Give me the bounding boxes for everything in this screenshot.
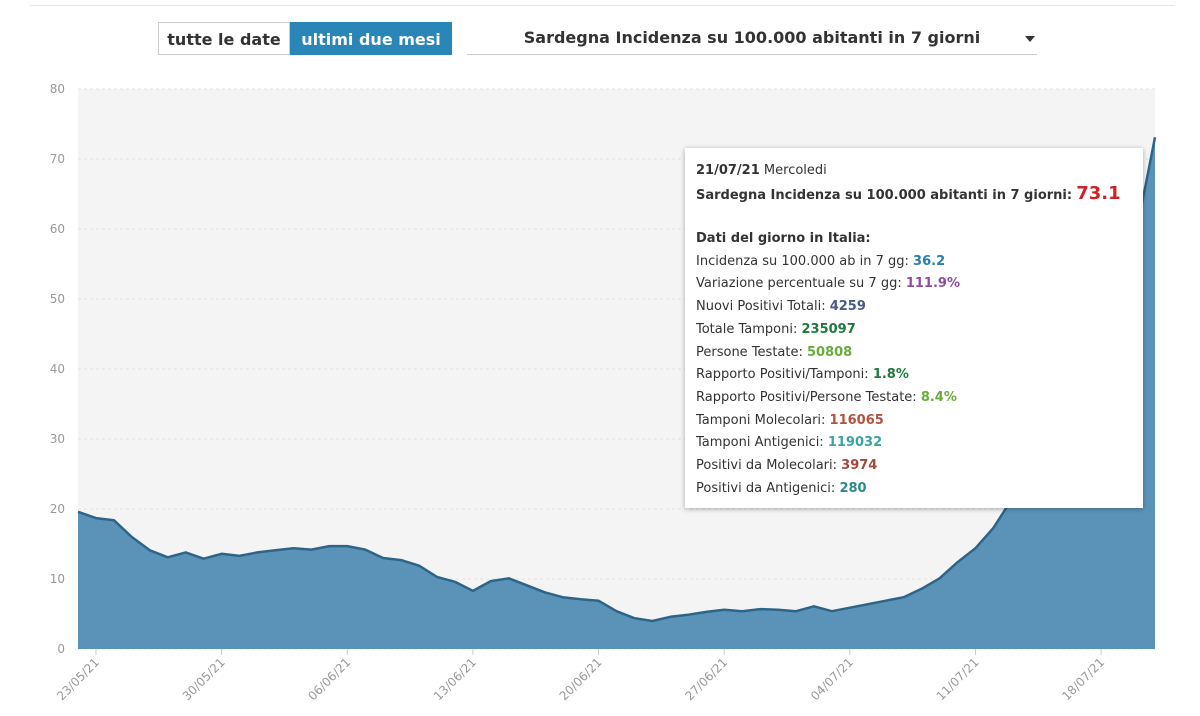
y-tick-label: 50: [50, 292, 65, 306]
x-tick-label: 11/07/21: [934, 655, 982, 703]
row-value: 116065: [829, 412, 884, 428]
x-tick-label: 04/07/21: [808, 655, 856, 703]
x-tick-label: 20/06/21: [557, 655, 605, 703]
select-text: Sardegna Incidenza su 100.000 abitanti i…: [523, 28, 981, 47]
tooltip-value: 73.1: [1076, 182, 1121, 204]
divider: [30, 5, 1175, 6]
y-tick-label: 30: [50, 432, 65, 446]
x-tick-label: 06/06/21: [305, 655, 353, 703]
tooltip-row: Tamponi Molecolari: 116065: [696, 410, 1132, 433]
row-value: 235097: [801, 321, 856, 337]
tooltip: 21/07/21 Mercoledi Sardegna Incidenza su…: [685, 148, 1143, 508]
date-button[interactable]: ultimi due mesi: [290, 22, 452, 55]
y-tick-label: 70: [50, 152, 65, 166]
row-label: Positivi da Molecolari:: [696, 457, 838, 473]
y-tick-label: 80: [50, 82, 65, 96]
row-label: Positivi da Antigenici:: [696, 480, 836, 496]
row-label: Nuovi Positivi Totali:: [696, 299, 826, 315]
x-tick-label: 13/06/21: [431, 655, 479, 703]
tooltip-series: Sardegna Incidenza su 100.000 abitanti i…: [696, 187, 1073, 203]
y-tick-label: 40: [50, 362, 65, 376]
row-value: 4259: [829, 299, 866, 315]
tooltip-row: Variazione percentuale su 7 gg: 111.9%: [696, 273, 1132, 296]
series-select[interactable]: Sardegna Incidenza su 100.000 abitanti i…: [467, 22, 1037, 55]
y-tick-label: 60: [50, 222, 65, 236]
tooltip-row: Persone Testate: 50808: [696, 342, 1132, 365]
area: [78, 137, 1155, 650]
x-tick-label: 23/05/21: [54, 655, 102, 703]
tooltip-row: Incidenza su 100.000 ab in 7 gg: 36.2: [696, 251, 1132, 274]
y-tick-label: 0: [57, 642, 65, 656]
row-value: 119032: [827, 435, 883, 451]
tooltip-row: Rapporto Positivi/Persone Testate: 8.4%: [696, 387, 1132, 410]
row-value: 8.4%: [920, 389, 957, 405]
tooltip-section: Dati del giorno in Italia:: [696, 231, 871, 247]
area-line: [77, 137, 1157, 623]
row-value: 36.2: [913, 253, 946, 269]
caret: [1025, 36, 1035, 47]
tooltip-row: Totale Tamponi: 235097: [696, 319, 1132, 342]
row-label: Totale Tamponi:: [696, 321, 798, 337]
tooltip-row: Positivi da Molecolari: 3974: [696, 455, 1132, 478]
row-label: Persone Testate:: [696, 344, 803, 360]
row-value: 111.9%: [905, 276, 960, 292]
row-value: 3974: [841, 457, 878, 473]
tooltip-date: 21/07/21: [696, 163, 760, 178]
y-tick-label: 10: [50, 572, 65, 586]
x-tick-label: 27/06/21: [682, 655, 730, 703]
x-tick-label: 18/07/21: [1059, 655, 1107, 703]
row-label: Tamponi Molecolari:: [696, 412, 826, 428]
row-label: Rapporto Positivi/Persone Testate:: [696, 389, 917, 405]
tooltip-row: Positivi da Antigenici: 280: [696, 478, 1132, 501]
row-label: Variazione percentuale su 7 gg:: [696, 276, 902, 292]
tooltip-row: Rapporto Positivi/Tamponi: 1.8%: [696, 364, 1132, 387]
date-button[interactable]: tutte le date: [158, 22, 290, 55]
row-label: Incidenza su 100.000 ab in 7 gg:: [696, 253, 909, 269]
row-label: Rapporto Positivi/Tamponi:: [696, 367, 869, 383]
row-value: 50808: [807, 344, 853, 360]
tooltip-row: Tamponi Antigenici: 119032: [696, 432, 1132, 455]
y-tick-label: 20: [50, 502, 65, 516]
tooltip-rows: Incidenza su 100.000 ab in 7 gg: 36.2 Var…: [696, 251, 1132, 501]
tooltip-row: Nuovi Positivi Totali: 4259: [696, 296, 1132, 319]
tooltip-weekday: Mercoledi: [763, 163, 827, 178]
row-value: 280: [839, 480, 867, 496]
x-tick-label: 30/05/21: [180, 655, 228, 703]
row-value: 1.8%: [872, 367, 909, 383]
row-label: Tamponi Antigenici:: [696, 435, 824, 451]
